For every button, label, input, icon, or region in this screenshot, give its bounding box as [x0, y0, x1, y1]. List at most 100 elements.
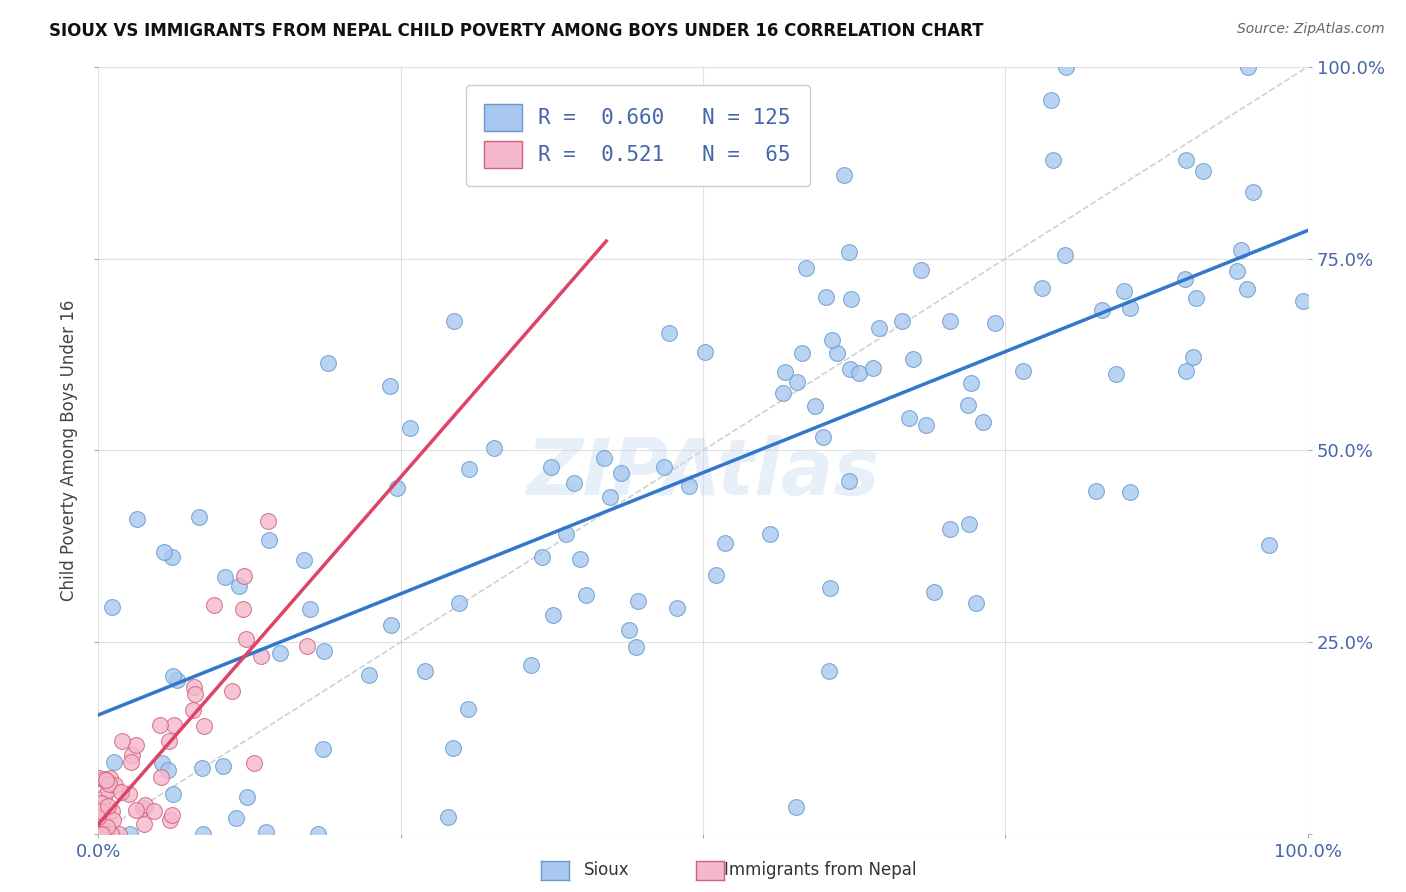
- Point: [1119, 485, 1142, 500]
- Point: [378, 379, 401, 393]
- Point: [759, 526, 782, 541]
- Point: [1174, 363, 1197, 377]
- Point: [1241, 186, 1264, 200]
- Point: [191, 761, 214, 775]
- Point: [233, 569, 256, 583]
- Point: [609, 163, 631, 178]
- Point: [312, 742, 335, 756]
- Point: [599, 490, 621, 504]
- Point: [204, 598, 226, 612]
- Point: [257, 533, 280, 548]
- Point: [1174, 272, 1197, 286]
- Point: [1292, 293, 1315, 308]
- Point: [250, 649, 273, 664]
- Point: [1091, 303, 1114, 318]
- Point: [269, 646, 291, 660]
- Point: [914, 418, 936, 433]
- Point: [562, 476, 585, 491]
- Point: [183, 680, 205, 694]
- Point: [922, 585, 945, 599]
- Point: [125, 803, 148, 817]
- Point: [1174, 153, 1197, 168]
- Point: [1031, 280, 1053, 294]
- Point: [101, 814, 124, 828]
- Point: [540, 459, 562, 474]
- Point: [298, 602, 321, 616]
- Point: [811, 430, 834, 444]
- Point: [901, 352, 924, 367]
- Point: [1054, 248, 1077, 262]
- Point: [821, 333, 844, 347]
- Point: [181, 703, 204, 717]
- Point: [90, 796, 112, 810]
- Point: [868, 321, 890, 335]
- Point: [957, 516, 980, 531]
- Text: ZIPAtlas: ZIPAtlas: [526, 435, 880, 511]
- Point: [1237, 60, 1260, 74]
- Point: [243, 756, 266, 771]
- Point: [627, 594, 650, 608]
- Point: [413, 664, 436, 678]
- Y-axis label: Child Poverty Among Boys Under 16: Child Poverty Among Boys Under 16: [60, 300, 79, 601]
- Point: [624, 640, 647, 655]
- Point: [93, 772, 115, 787]
- Point: [221, 684, 243, 698]
- Point: [957, 398, 980, 412]
- Point: [1011, 364, 1033, 378]
- Point: [127, 511, 149, 525]
- Point: [150, 770, 173, 784]
- Point: [817, 664, 839, 678]
- Point: [295, 639, 318, 653]
- Point: [678, 479, 700, 493]
- Point: [157, 734, 180, 748]
- Point: [839, 361, 862, 376]
- Point: [984, 316, 1007, 330]
- Point: [666, 601, 689, 615]
- Point: [380, 618, 402, 632]
- Text: Source: ZipAtlas.com: Source: ZipAtlas.com: [1237, 22, 1385, 37]
- Point: [120, 756, 142, 770]
- Point: [120, 827, 142, 841]
- Point: [183, 687, 205, 701]
- Point: [398, 421, 420, 435]
- Point: [897, 410, 920, 425]
- Point: [100, 827, 122, 841]
- Point: [790, 345, 813, 359]
- Point: [150, 756, 173, 771]
- Point: [1258, 538, 1281, 552]
- Point: [254, 825, 277, 839]
- Point: [316, 356, 339, 370]
- Point: [1181, 350, 1204, 364]
- Point: [704, 568, 727, 582]
- Point: [1114, 285, 1136, 299]
- Point: [294, 553, 316, 567]
- Point: [159, 813, 181, 827]
- Point: [214, 570, 236, 584]
- Point: [1054, 60, 1077, 74]
- Point: [162, 787, 184, 801]
- Point: [89, 827, 111, 841]
- Point: [125, 738, 148, 752]
- Point: [93, 790, 115, 805]
- Point: [97, 783, 120, 797]
- Point: [93, 827, 115, 841]
- Point: [938, 314, 960, 328]
- Point: [193, 719, 215, 733]
- Point: [110, 785, 132, 799]
- Point: [97, 799, 120, 814]
- Point: [91, 827, 114, 841]
- Point: [457, 702, 479, 716]
- Point: [153, 545, 176, 559]
- Point: [804, 399, 827, 413]
- Point: [714, 536, 737, 550]
- Point: [97, 777, 120, 791]
- Point: [1226, 264, 1249, 278]
- Point: [839, 292, 862, 306]
- Point: [87, 827, 110, 841]
- Point: [441, 741, 464, 756]
- Point: [482, 441, 505, 455]
- Point: [965, 597, 987, 611]
- Point: [108, 827, 131, 841]
- Point: [1085, 484, 1108, 499]
- Point: [134, 797, 156, 812]
